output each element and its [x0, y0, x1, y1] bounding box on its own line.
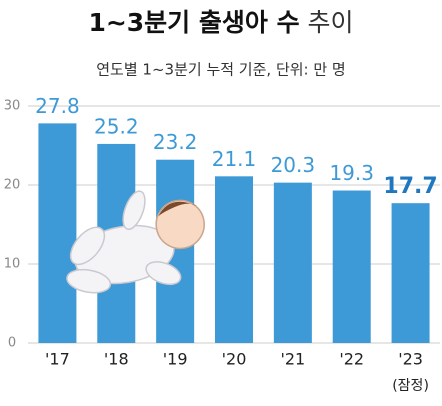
x-tick-label: '19	[163, 350, 188, 369]
category-note: (잠정)	[392, 378, 429, 394]
y-tick-label: 30	[4, 99, 21, 114]
baby-illustration	[66, 190, 205, 294]
bar	[332, 190, 371, 343]
bar	[215, 176, 253, 343]
value-label: 23.2	[153, 130, 198, 154]
y-tick-label: 10	[4, 257, 21, 272]
value-label: 25.2	[94, 114, 139, 138]
plot: 0 10 20 30 27.8 '17 25.2 '18 23.2 '19 21.1 '20 20.3 '…	[4, 94, 440, 394]
x-tick-label: '20	[222, 350, 247, 369]
title-suffix: 추이	[308, 8, 354, 37]
y-tick-label: 20	[4, 178, 21, 193]
x-tick-label: '18	[104, 350, 129, 369]
value-label: 27.8	[35, 94, 80, 118]
value-label: 19.3	[329, 161, 374, 185]
bar	[273, 182, 312, 343]
chart-subtitle: 연도별 1~3분기 누적 기준, 단위: 만 명	[96, 61, 346, 79]
x-tick-label: '22	[339, 350, 364, 369]
x-tick-label: '23	[398, 350, 423, 369]
value-label: 20.3	[271, 153, 316, 177]
x-tick-label: '21	[280, 350, 305, 369]
title-main: 1~3분기 출생아 수	[88, 8, 299, 37]
y-tick-label: 0	[8, 336, 16, 351]
x-tick-label: '17	[45, 350, 70, 369]
bar	[38, 123, 77, 343]
bar	[391, 203, 430, 343]
chart-title: 1~3분기 출생아 수 추이	[88, 8, 353, 37]
value-label: 21.1	[212, 147, 257, 171]
value-label: 17.7	[383, 174, 437, 199]
